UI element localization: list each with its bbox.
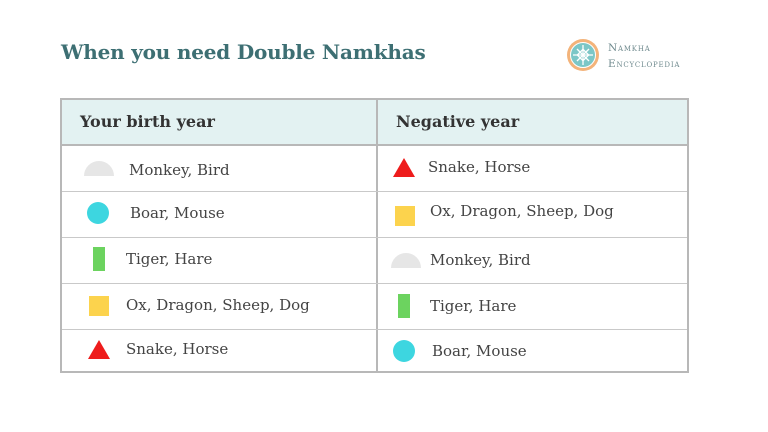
brand: Namkha Encyclopedia: [566, 38, 756, 74]
birth-cell: Tiger, Hare: [126, 250, 213, 268]
row-divider: [62, 329, 687, 330]
negative-cell: Snake, Horse: [428, 158, 531, 176]
page-title: When you need Double Namkhas: [61, 40, 426, 64]
semicircle-icon: [391, 253, 421, 268]
namkha-logo-icon: [567, 39, 599, 71]
birth-cell: Ox, Dragon, Sheep, Dog: [126, 296, 310, 314]
negative-cell: Ox, Dragon, Sheep, Dog: [430, 202, 614, 220]
brand-line-2: Encyclopedia: [608, 58, 681, 70]
birth-cell: Snake, Horse: [126, 340, 229, 358]
table-header: Your birth year Negative year: [62, 100, 687, 146]
brand-line-1: Namkha: [608, 42, 651, 54]
header-negative-year: Negative year: [396, 112, 520, 131]
negative-cell: Tiger, Hare: [430, 297, 517, 315]
square-icon: [89, 296, 109, 316]
birth-cell: Boar, Mouse: [130, 204, 225, 222]
square-icon: [395, 206, 415, 226]
circle-icon: [393, 340, 415, 362]
bar-icon: [93, 247, 105, 271]
negative-cell: Monkey, Bird: [430, 251, 531, 269]
triangle-icon: [88, 340, 110, 359]
circle-icon: [87, 202, 109, 224]
semicircle-icon: [84, 161, 114, 176]
row-divider: [62, 237, 687, 238]
header-birth-year: Your birth year: [80, 112, 215, 131]
row-divider: [62, 191, 687, 192]
negative-cell: Boar, Mouse: [432, 342, 527, 360]
namkha-table: Your birth year Negative year Monkey, Bi…: [60, 98, 689, 373]
bar-icon: [398, 294, 410, 318]
row-divider: [62, 283, 687, 284]
column-divider: [376, 100, 378, 371]
birth-cell: Monkey, Bird: [129, 161, 230, 179]
triangle-icon: [393, 158, 415, 177]
